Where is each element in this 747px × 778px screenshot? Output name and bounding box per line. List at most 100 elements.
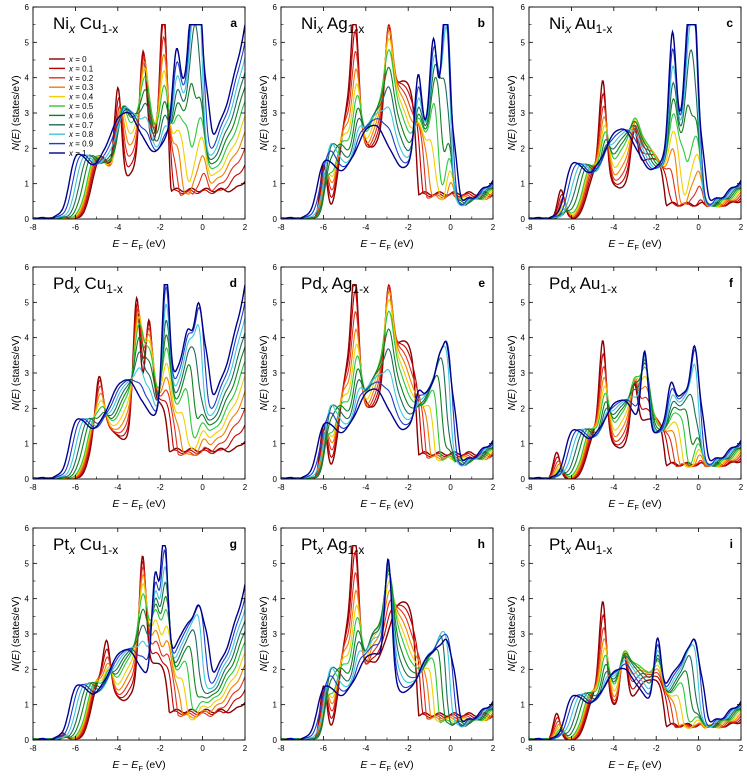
y-tick-label: 4 [273,595,278,604]
x-axis-label: E − EF (eV) [360,759,413,773]
x-tick-label: 2 [491,483,496,492]
legend-entry: x = 0.5 [68,102,94,111]
y-tick-label: 0 [521,736,526,745]
y-axis-label: N(E) (states/eV) [258,596,270,671]
panel-g: -8 -6 -4 -2 0 2 0 1 2 3 4 5 6 E − EF (eV) N(E) (states… [10,524,248,773]
dos-line-b-x0.9 [281,24,493,219]
y-tick-label: 4 [273,334,278,343]
panel-letter: a [230,16,237,30]
x-tick-label: -2 [653,223,661,232]
x-tick-label: 0 [696,223,701,232]
y-tick-label: 5 [25,298,30,307]
y-tick-label: 6 [521,3,526,12]
curves-i [529,601,741,740]
panel-e: -8 -6 -4 -2 0 2 0 1 2 3 4 5 6 E − EF (eV) N(E) (states… [258,263,496,512]
y-tick-label: 4 [521,74,526,83]
legend: x = 0x = 0.1x = 0.2x = 0.3x = 0.4x = 0.5… [49,55,94,158]
x-tick-label: 0 [200,744,205,753]
dos-line-i-x1 [529,636,741,740]
dos-line-i-x0.1 [529,613,741,740]
x-tick-label: 0 [696,483,701,492]
panel-letter: d [230,276,237,290]
dos-line-a-x0.6 [33,82,245,219]
y-tick-label: 6 [25,263,30,272]
y-tick-label: 0 [521,215,526,224]
panel-title: Pdx Cu1-x [53,274,123,296]
y-tick-label: 0 [25,215,30,224]
x-tick-label: -6 [320,483,328,492]
dos-line-f-x0.1 [529,352,741,479]
x-axis-label: E − EF (eV) [360,238,413,252]
panel-title: Pdx Au1-x [549,274,617,296]
x-tick-label: -6 [568,223,576,232]
y-tick-label: 4 [521,334,526,343]
dos-line-c-x0.2 [529,105,741,219]
x-axis-label: E − EF (eV) [112,498,165,512]
dos-line-g-x0.2 [33,565,245,740]
x-tick-label: -8 [525,483,533,492]
y-tick-label: 6 [521,524,526,533]
dos-line-i-x0.8 [529,644,741,740]
x-tick-label: -4 [362,223,370,232]
y-axis-label: N(E) (states/eV) [258,75,270,150]
x-tick-label: -6 [72,744,80,753]
y-tick-label: 2 [25,404,30,413]
panel-title: Ptx Ag1-x [301,535,364,557]
y-tick-label: 4 [521,595,526,604]
x-tick-label: -2 [157,744,165,753]
panel-letter: b [478,16,485,30]
y-tick-label: 3 [521,369,526,378]
dos-line-a-x0.9 [33,24,245,219]
x-tick-label: 2 [739,744,744,753]
x-tick-label: -2 [157,483,165,492]
y-tick-label: 2 [273,665,278,674]
x-axis-label: E − EF (eV) [608,759,661,773]
plot-frame [528,266,742,480]
dos-line-i-x0.2 [529,627,741,740]
x-tick-label: 0 [448,483,453,492]
x-tick-label: -4 [610,483,618,492]
y-tick-label: 1 [273,180,278,189]
x-tick-label: -8 [29,223,37,232]
legend-entry: x = 0.4 [68,93,94,102]
curves-f [529,340,741,479]
x-tick-label: -8 [525,223,533,232]
y-tick-label: 2 [521,144,526,153]
dos-line-f-x1 [529,344,741,479]
x-tick-label: -2 [157,223,165,232]
legend-entry: x = 0.6 [68,111,94,120]
dos-line-b-x1 [281,24,493,219]
curves-b [281,23,493,219]
panel-i: -8 -6 -4 -2 0 2 0 1 2 3 4 5 6 E − EF (eV) N(E) (states… [506,524,744,773]
x-tick-label: -6 [568,744,576,753]
dos-line-e-x0.8 [281,345,493,479]
x-tick-label: -8 [525,744,533,753]
x-tick-label: 2 [739,483,744,492]
dos-line-b-x0.8 [281,26,493,219]
y-tick-label: 3 [273,369,278,378]
y-tick-label: 4 [273,74,278,83]
curves-d [33,284,245,479]
x-tick-label: -4 [610,223,618,232]
x-tick-label: -6 [568,483,576,492]
dos-line-d-x0.6 [33,334,245,479]
dos-line-d-x0.8 [33,303,245,479]
dos-line-d-x0.9 [33,284,245,479]
panel-a: -8 -6 -4 -2 0 2 0 1 2 3 4 5 6 E − EF (eV) N(E) (states… [10,3,248,252]
x-axis-label: E − EF (eV) [608,238,661,252]
y-tick-label: 2 [25,665,30,674]
y-tick-label: 1 [25,701,30,710]
y-tick-label: 0 [521,475,526,484]
dos-line-d-x1 [33,284,245,479]
dos-line-b-x0.3 [281,29,493,219]
y-tick-label: 5 [273,38,278,47]
x-tick-label: 0 [200,483,205,492]
y-axis-label: N(E) (states/eV) [506,596,518,671]
dos-line-e-x0.9 [281,340,493,479]
y-tick-label: 6 [273,263,278,272]
y-axis-label: N(E) (states/eV) [10,335,22,410]
panel-title: Ptx Cu1-x [53,535,118,557]
dos-line-g-x1 [33,545,245,740]
dos-line-g-x0.8 [33,565,245,740]
x-tick-label: -4 [114,483,122,492]
